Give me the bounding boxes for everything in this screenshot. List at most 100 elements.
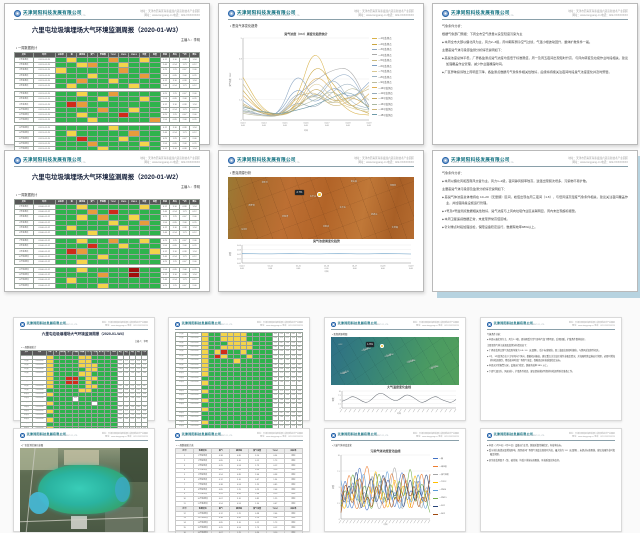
map-place-label: 东辛庄 — [309, 196, 317, 199]
svg-text:01-170:00: 01-17 0:00 — [325, 122, 330, 126]
svg-text:温度: 温度 — [331, 398, 335, 402]
page-thumbnail-4[interactable]: 天津同阳科技发展有限公司 TIANJIN TONGYANG TECHNOLOGY … — [4, 150, 210, 292]
svg-text:01-180:00: 01-18 0:00 — [346, 122, 351, 126]
company-logo-icon — [175, 322, 180, 327]
page-thumbnail-14[interactable]: 天津同阳科技发展有限公司 TIANJIN TONGYANG TECHNOLOGY … — [480, 428, 622, 532]
svg-text:3.8: 3.8 — [239, 58, 242, 60]
map-tooltip: 2.7% — [294, 190, 304, 195]
svg-text:时间: 时间 — [384, 523, 388, 527]
text-line: 主要恶臭气体污染源及监测分析情况说明如下： — [442, 187, 507, 192]
page-header: 天津同阳科技发展有限公司 TIANJIN TONGYANG TECHNOLOGY … — [20, 321, 148, 330]
page-thumbnail-3[interactable]: 天津同阳科技发展有限公司 TIANJIN TONGYANG TECHNOLOGY … — [432, 3, 638, 145]
map-place-label: 马坊村 — [241, 228, 248, 231]
company-logo-icon — [331, 322, 336, 327]
page-thumbnail-10[interactable]: 天津同阳科技发展有限公司 TIANJIN TONGYANG TECHNOLOGY … — [480, 317, 622, 421]
svg-text:5: 5 — [241, 38, 242, 40]
map-place-label: 大营镇 — [391, 227, 398, 230]
map-value-marker: 0.85 — [410, 360, 415, 363]
bullet-line: 下周气温回升，风速减小，扩散条件转差，建议提前做好除臭药剂喷洒等防控准备工作。 — [487, 371, 615, 375]
page-thumbnail-7[interactable]: 天津同阳科技发展有限公司 TIANJIN TONGYANG TECHNOLOGY … — [13, 317, 155, 440]
svg-text:01-170:00: 01-17 0:00 — [352, 265, 357, 269]
svg-text:0.00: 0.00 — [237, 263, 241, 265]
text-line: 根据气象部门预报：下周全市空气质量以良至轻度污染为主 — [442, 32, 523, 37]
page-header: 天津同阳科技发展有限公司 TIANJIN TONGYANG TECHNOLOGY … — [175, 432, 303, 441]
svg-text:1.3: 1.3 — [239, 99, 242, 101]
page-header: 天津同阳科技发展有限公司 TIANJIN TONGYANG TECHNOLOGY … — [331, 321, 459, 330]
trend-mini-chart: 0.04 0.03 0.02 0.01 0.00 臭气浓度周变化趋势 浓度 01-13 0:00… — [228, 238, 414, 273]
company-name: 天津同阳科技发展有限公司 — [451, 10, 510, 15]
map-place-label: 太平庄 — [339, 206, 346, 209]
bullet-line: 恶臭气体浓度总体维持在 10~20（无量纲）区间，峰值出现在周三夜间（1.8），… — [442, 195, 628, 206]
company-name: 天津同阳科技发展有限公司 — [237, 157, 296, 162]
page-thumbnail-2[interactable]: 天津同阳科技发展有限公司 TIANJIN TONGYANG TECHNOLOGY … — [218, 3, 424, 145]
page-thumbnail-5[interactable]: 天津同阳科技发展有限公司 TIANJIN TONGYANG TECHNOLOGY … — [218, 150, 424, 292]
svg-text:2.5: 2.5 — [239, 79, 242, 81]
page-header: 天津同阳科技发展有限公司 TIANJIN TONGYANG TECHNOLOGY … — [175, 321, 303, 330]
bullet-line: 本周全市大部以偏北风为主，风力2~3级，周中期有弱冷空气过境，气温小幅波动回升，… — [442, 40, 628, 45]
company-name-en: TIANJIN TONGYANG TECHNOLOGY DEVELOPMENT … — [451, 162, 515, 165]
page-thumbnail-6[interactable]: 天津同阳科技发展有限公司 TIANJIN TONGYANG TECHNOLOGY … — [432, 150, 638, 292]
header-contact-lines: 地址：天津市西青区海泰发展六道高新技术产业园区 网址：www.tongyang.c… — [256, 322, 303, 327]
map-value-marker: 1.94 — [411, 359, 416, 362]
page-header: 天津同阳科技发展有限公司 TIANJIN TONGYANG TECHNOLOGY … — [228, 10, 414, 20]
data-table: 点位 时间 达标率氨硫化氢 臭气 甲硫醇 TVOC PM10 PM2.5 温度 湿度 风速 风向 气压备… — [14, 198, 200, 289]
page-thumbnail-13[interactable]: 天津同阳科技发展有限公司 TIANJIN TONGYANG TECHNOLOGY … — [324, 428, 466, 532]
svg-text:大气温度变化曲线: 大气温度变化曲线 — [387, 385, 411, 389]
company-logo-icon — [487, 322, 492, 327]
bullet-line: 厂界各监测点臭气浓度周均值为 0.8~1.6（无量纲），低于标准限值，周三凌晨出… — [487, 350, 615, 354]
company-name-en: TIANJIN TONGYANG TECHNOLOGY DEVELOPMENT … — [337, 325, 389, 327]
map-place-label: 孙家湾 — [281, 216, 289, 219]
svg-text:01-190:00: 01-19 0:00 — [367, 122, 372, 126]
company-name: 天津同阳科技发展有限公司 — [237, 10, 296, 15]
analysis-text: 本周（1月20日~1月26日）设备运行正常，数据采集传输稳定，有效率达标。受节前… — [487, 441, 615, 464]
page-header: 天津同阳科技发展有限公司 TIANJIN TONGYANG TECHNOLOGY … — [487, 321, 615, 330]
svg-text:01-190:00: 01-19 0:00 — [409, 265, 414, 269]
section-label: 污染气体浓度变化 — [332, 443, 459, 447]
satellite-site-image — [20, 448, 148, 533]
svg-text:10: 10 — [338, 455, 340, 457]
page-header: 天津同阳科技发展有限公司 TIANJIN TONGYANG TECHNOLOGY … — [487, 432, 615, 441]
data-table: 点位 时间 达标率氨硫化氢 臭气 甲硫醇 TVOC PM10 PM2.5 温度 湿度 风速 风向 气压备… — [14, 51, 200, 153]
map-value-marker: 0.54 — [341, 372, 345, 375]
map-value-marker: 3.10 — [388, 354, 393, 357]
weekly-data-table-continued: 1号点 01-21 0:00 3.10 0.38 1.94 0.85 2.08 2号点 01-2… — [175, 331, 304, 430]
page-thumbnail-9[interactable]: 天津同阳科技发展有限公司 TIANJIN TONGYANG TECHNOLOGY … — [324, 317, 466, 421]
company-logo-icon — [20, 322, 25, 327]
company-logo-icon — [14, 10, 21, 17]
page-thumbnail-8[interactable]: 天津同阳科技发展有限公司 TIANJIN TONGYANG TECHNOLOGY … — [168, 317, 310, 430]
bullet-line: 本周以偏北风为主，风力2~3级，周前期受冷空气影响气温下降明显，后期回暖，扩散条… — [487, 339, 615, 343]
company-logo-icon — [14, 157, 21, 164]
section-label: 厂区监测范围示意图 — [21, 443, 148, 447]
map-value-marker: 1.94 — [386, 355, 390, 358]
page-header: 天津同阳科技发展有限公司 TIANJIN TONGYANG TECHNOLOGY … — [20, 432, 148, 441]
map-value-marker: 3.10 — [363, 349, 367, 352]
svg-text:0: 0 — [241, 120, 242, 122]
section-label: 一周数据统计表 — [176, 443, 303, 447]
bullet-line: 其余各监测因子（氨、硫化氢）均低于排放标准限值，环境质量总体良好。 — [487, 460, 615, 464]
svg-text:01-150:00: 01-15 0:00 — [283, 122, 288, 126]
page-thumbnail-11[interactable]: 天津同阳科技发展有限公司 TIANJIN TONGYANG TECHNOLOGY … — [13, 428, 155, 533]
pond-overlay — [114, 476, 131, 503]
svg-text:01-130:00: 01-13 0:00 — [241, 122, 246, 126]
report-byline: 主编人：李明 — [134, 340, 148, 343]
page-thumbnail-12[interactable]: 天津同阳科技发展有限公司 TIANJIN TONGYANG TECHNOLOGY … — [168, 428, 310, 533]
map-value-marker: 0.54 — [366, 347, 371, 350]
company-name-en: TIANJIN TONGYANG TECHNOLOGY DEVELOPMENT … — [23, 162, 87, 165]
company-name-en: TIANJIN TONGYANG TECHNOLOGY DEVELOPMENT … — [26, 325, 78, 327]
analysis-text: 气象条件分析： 本周以偏北风和西南风交替为主，风力1~2级，夜间静风频率较高，逆温… — [442, 167, 628, 230]
report-byline: 主编人：李明 — [180, 37, 200, 42]
header-contact-lines: 地址：天津市西青区海泰发展六道高新技术产业园区 网址：www.tongyang.c… — [568, 10, 628, 17]
company-name: 天津同阳科技发展有限公司 — [181, 432, 222, 436]
map-value-marker: 0.12 — [364, 348, 368, 351]
company-name-en: TIANJIN TONGYANG TECHNOLOGY DEVELOPMENT … — [493, 436, 545, 438]
header-contact-lines: 地址：天津市西青区海泰发展六道高新技术产业园区 网址：www.tongyang.c… — [354, 157, 414, 164]
map-place-label: 刘家店 — [322, 226, 330, 229]
svg-text:臭气浓度（OU）周变化趋势统计: 臭气浓度（OU）周变化趋势统计 — [283, 31, 328, 36]
satellite-field — [20, 448, 59, 471]
page-thumbnail-1[interactable]: 天津同阳科技发展有限公司 TIANJIN TONGYANG TECHNOLOGY … — [4, 3, 210, 153]
company-name-en: TIANJIN TONGYANG TECHNOLOGY DEVELOPMENT … — [237, 162, 301, 165]
text-line: 气象条件分析： — [442, 23, 464, 28]
